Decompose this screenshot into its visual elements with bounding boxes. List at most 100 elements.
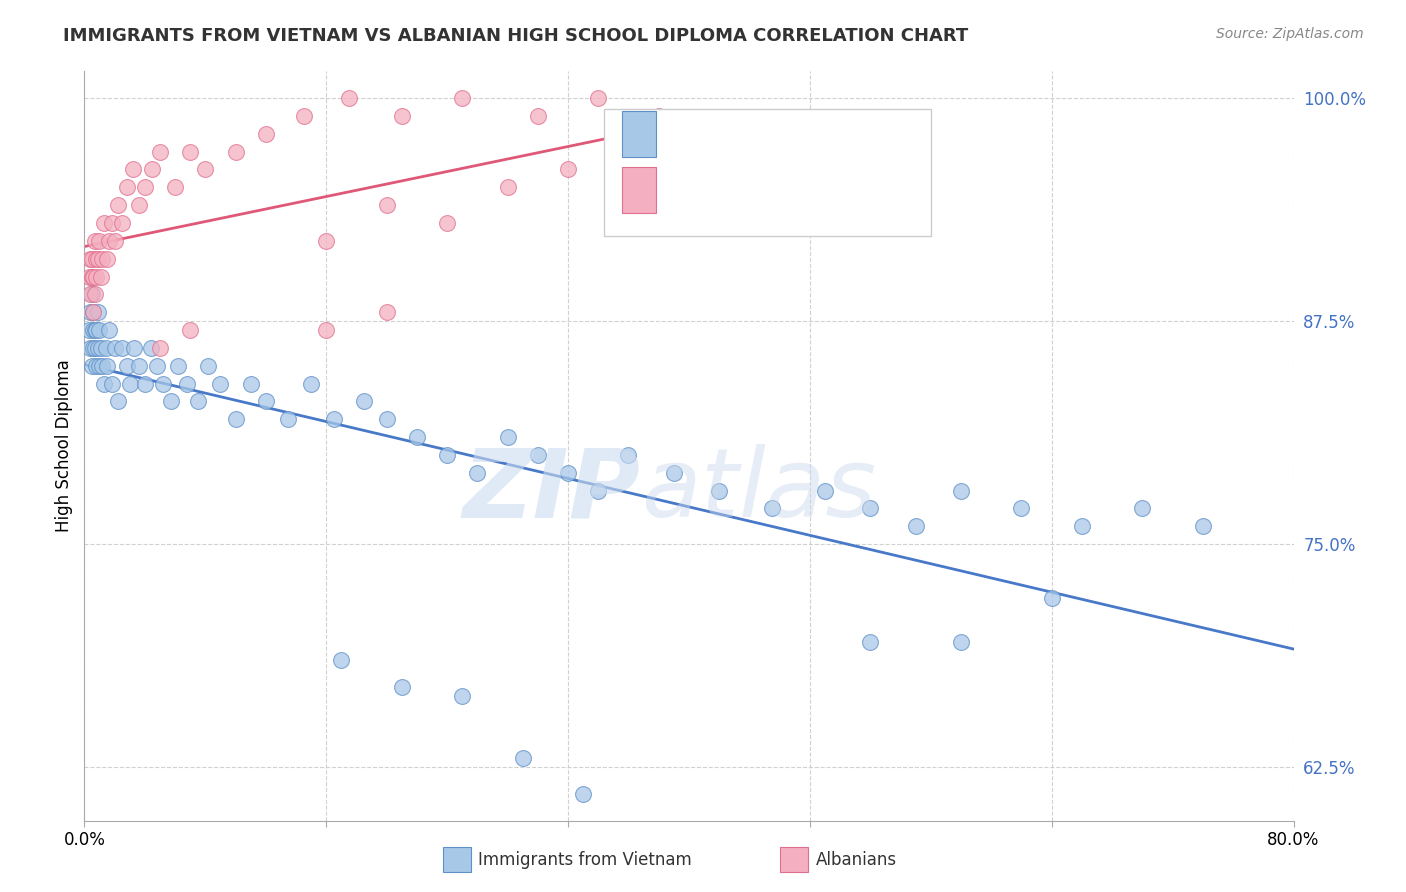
Point <box>391 680 413 694</box>
Point <box>111 341 134 355</box>
Point <box>391 109 413 123</box>
Point <box>337 91 360 105</box>
Point <box>149 341 172 355</box>
Point <box>496 180 519 194</box>
Point <box>194 162 217 177</box>
Point <box>1011 501 1033 516</box>
Point <box>86 252 108 266</box>
Point <box>322 412 344 426</box>
Point <box>375 412 398 426</box>
Point <box>91 359 114 373</box>
Point <box>80 252 103 266</box>
Point <box>859 635 882 649</box>
Text: atlas: atlas <box>641 444 876 538</box>
Point <box>93 376 115 391</box>
Point <box>209 376 232 391</box>
Point <box>527 448 550 462</box>
Point <box>82 341 104 355</box>
Point <box>80 269 103 284</box>
Point <box>176 376 198 391</box>
Point <box>709 483 731 498</box>
Point <box>86 323 108 337</box>
Point <box>87 252 110 266</box>
Point <box>146 359 169 373</box>
Point <box>588 483 610 498</box>
Point <box>104 341 127 355</box>
Point <box>89 359 111 373</box>
Point <box>84 287 107 301</box>
Point <box>527 109 550 123</box>
Point <box>134 180 156 194</box>
Point <box>94 341 117 355</box>
Point <box>79 287 101 301</box>
Point <box>97 234 120 248</box>
Point <box>572 787 595 801</box>
Text: ZIP: ZIP <box>463 444 641 538</box>
Point <box>496 430 519 444</box>
Point <box>115 359 138 373</box>
Point <box>375 198 398 212</box>
Point <box>617 448 640 462</box>
Point <box>141 162 163 177</box>
Point <box>467 466 489 480</box>
Point <box>84 323 107 337</box>
Point <box>122 341 145 355</box>
Text: IMMIGRANTS FROM VIETNAM VS ALBANIAN HIGH SCHOOL DIPLOMA CORRELATION CHART: IMMIGRANTS FROM VIETNAM VS ALBANIAN HIGH… <box>63 27 969 45</box>
Point <box>950 483 973 498</box>
Point <box>89 234 111 248</box>
Point <box>107 394 129 409</box>
Point <box>96 359 118 373</box>
Point <box>557 162 579 177</box>
Point <box>149 145 172 159</box>
Point <box>225 412 247 426</box>
Point <box>100 376 122 391</box>
Point <box>814 483 837 498</box>
Point <box>512 751 534 765</box>
Point <box>254 127 277 141</box>
Point <box>353 394 375 409</box>
Text: Source: ZipAtlas.com: Source: ZipAtlas.com <box>1216 27 1364 41</box>
Point <box>617 145 640 159</box>
Point <box>79 305 101 319</box>
Point <box>1040 591 1063 605</box>
Point <box>179 323 201 337</box>
Point <box>134 376 156 391</box>
Point <box>406 430 429 444</box>
Point <box>79 252 101 266</box>
Point <box>292 109 315 123</box>
Point <box>1192 519 1215 533</box>
Point <box>90 269 112 284</box>
Point <box>678 127 700 141</box>
Text: R =  0.433   N = 52: R = 0.433 N = 52 <box>671 181 870 199</box>
Point <box>761 501 783 516</box>
Point <box>239 376 262 391</box>
Point <box>128 359 150 373</box>
Point <box>1130 501 1153 516</box>
Point <box>277 412 299 426</box>
Point <box>557 466 579 480</box>
Point <box>179 145 201 159</box>
Point <box>121 162 143 177</box>
Point <box>254 394 277 409</box>
Text: R = -0.072   N = 75: R = -0.072 N = 75 <box>671 125 870 143</box>
Y-axis label: High School Diploma: High School Diploma <box>55 359 73 533</box>
Point <box>859 501 882 516</box>
FancyBboxPatch shape <box>623 111 657 157</box>
Point <box>139 341 162 355</box>
Point <box>451 689 474 703</box>
Point <box>165 180 187 194</box>
Point <box>225 145 247 159</box>
Point <box>107 198 129 212</box>
Point <box>315 234 337 248</box>
Point <box>1071 519 1094 533</box>
Point <box>82 269 104 284</box>
Point <box>115 180 138 194</box>
Point <box>111 216 134 230</box>
Point <box>375 305 398 319</box>
Point <box>86 359 108 373</box>
Point <box>89 323 111 337</box>
Point <box>451 91 474 105</box>
Point <box>118 376 141 391</box>
Point <box>648 109 671 123</box>
Point <box>82 305 104 319</box>
